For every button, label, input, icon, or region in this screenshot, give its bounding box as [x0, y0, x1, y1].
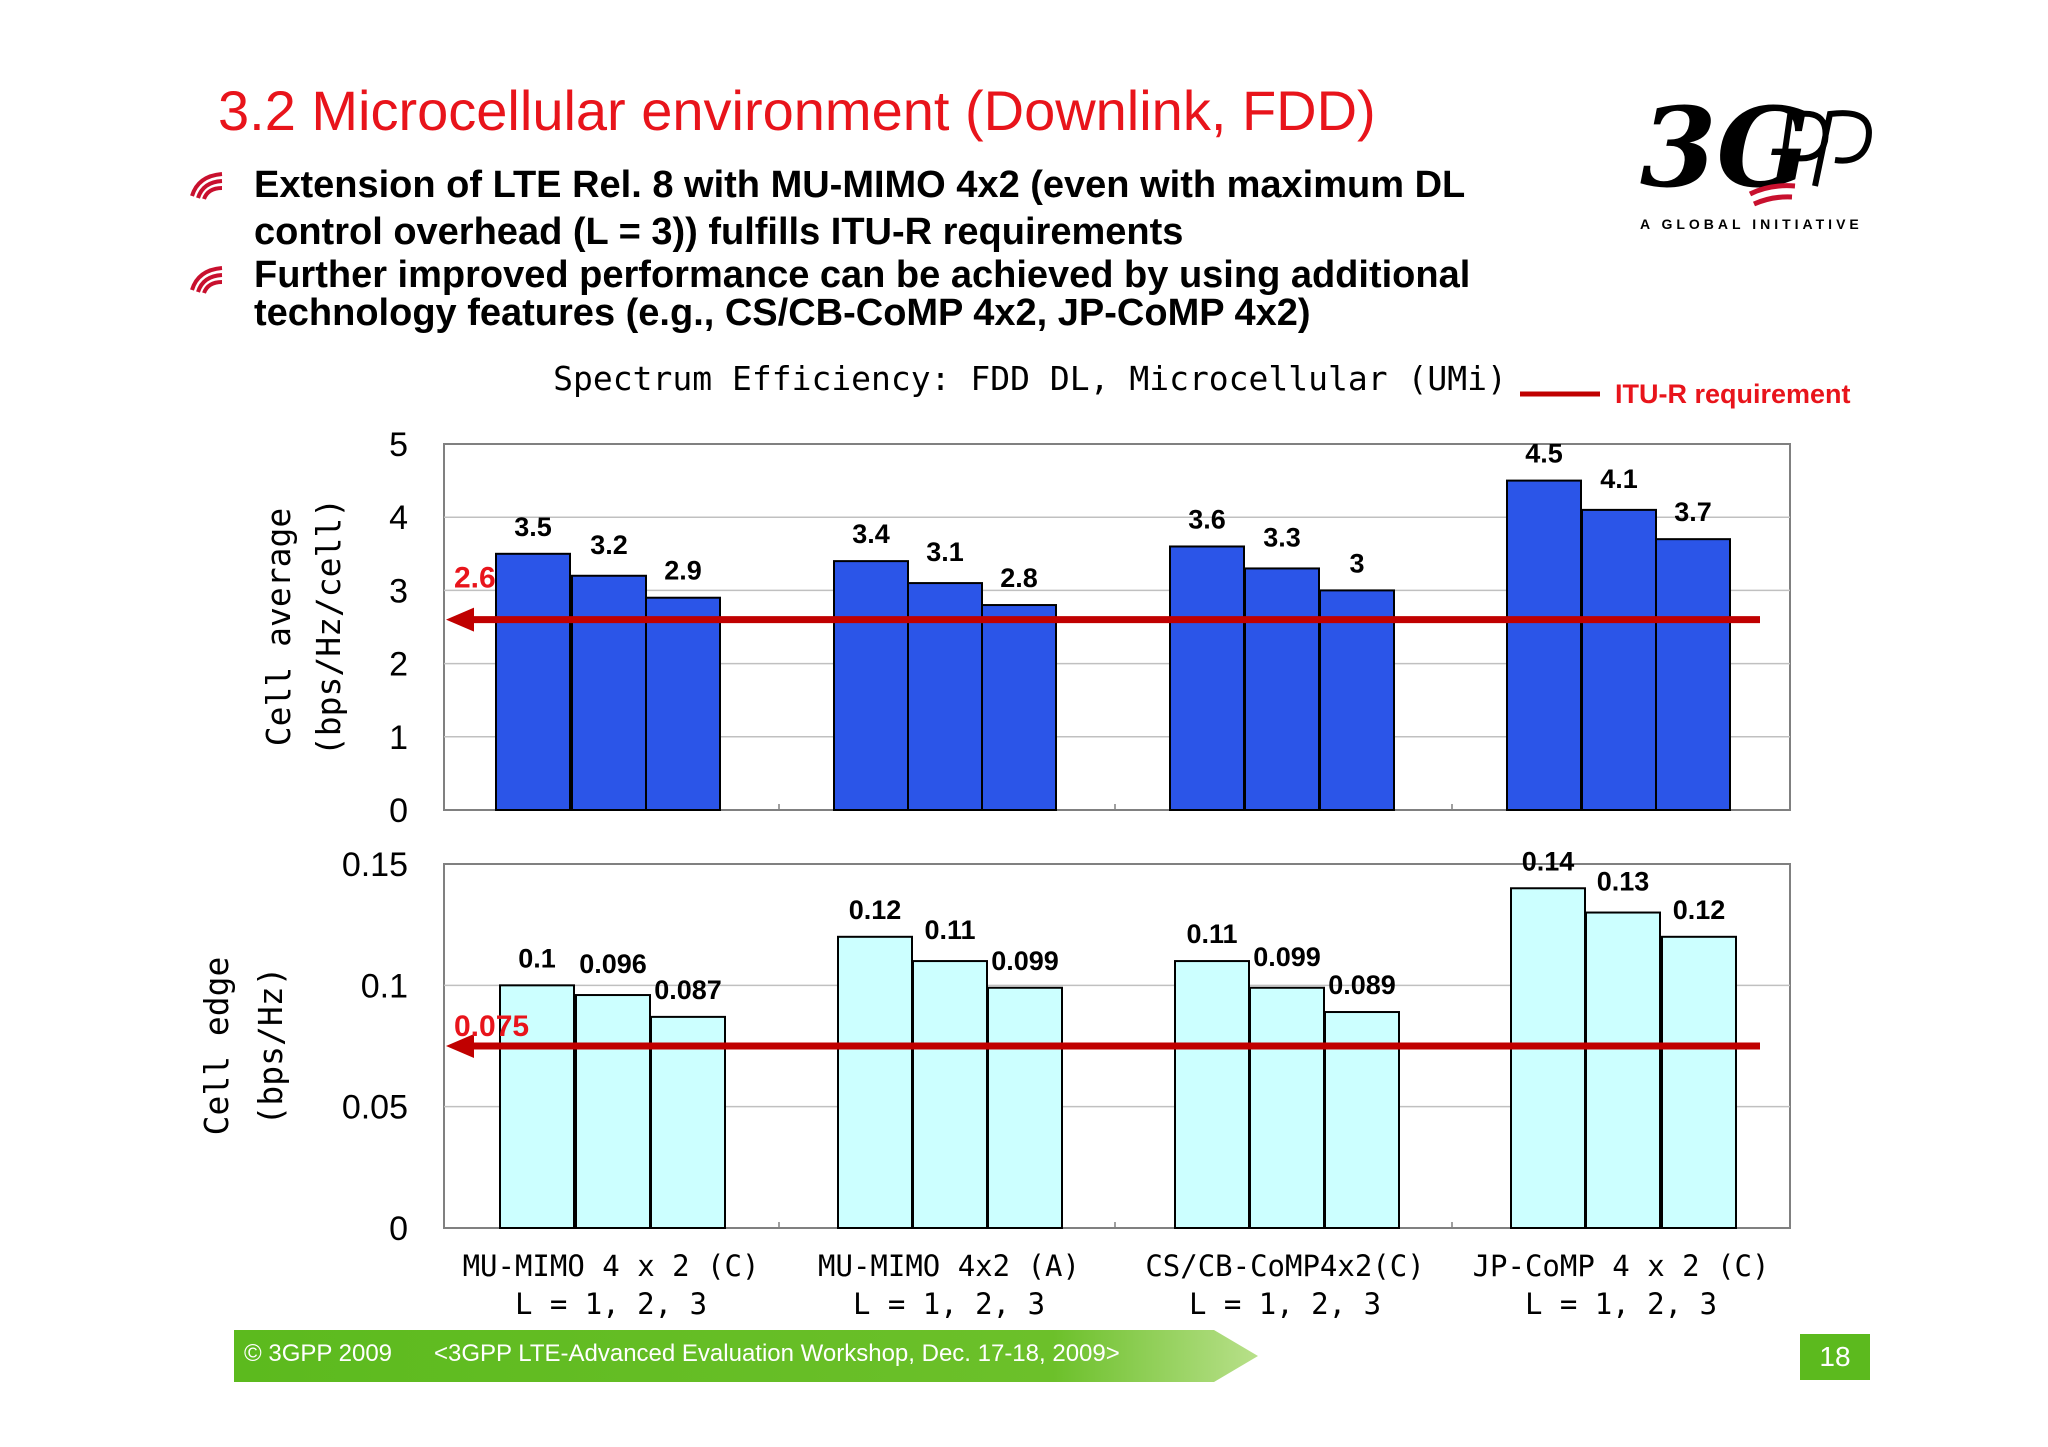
bar	[981, 604, 1057, 811]
bar-value-label: 0.099	[991, 946, 1059, 976]
bar-value-label: 4.5	[1525, 439, 1563, 469]
requirement-arrowhead	[446, 607, 474, 632]
category-label: MU-MIMO 4 x 2 (C)	[463, 1249, 760, 1283]
category-sublabel: L = 1, 2, 3	[1525, 1287, 1717, 1321]
bar	[575, 994, 651, 1229]
bullet-item: Further improved performance can be achi…	[188, 256, 1588, 332]
bar-value-label: 3.4	[852, 519, 890, 549]
y-tick-label: 2	[389, 646, 408, 684]
bar	[1506, 479, 1582, 811]
y-axis-label: (bps/Hz/cell)	[309, 498, 348, 756]
bar-value-label: 4.1	[1600, 464, 1638, 494]
bullet-text: Further improved performance can be achi…	[254, 254, 1471, 334]
y-axis-label: Cell edge	[197, 957, 236, 1136]
requirement-value-label: 0.075	[454, 1010, 529, 1043]
y-tick-label: 0	[389, 1210, 408, 1248]
slide-title: 3.2 Microcellular environment (Downlink,…	[218, 79, 1376, 142]
legend-label: ITU-R requirement	[1615, 379, 1851, 409]
bar-value-label: 0.12	[1673, 895, 1726, 925]
bar-value-label: 0.089	[1328, 970, 1396, 1000]
bar	[1319, 589, 1395, 812]
bar	[1661, 935, 1737, 1229]
bar-value-label: 0.11	[1186, 919, 1237, 949]
bar	[1581, 508, 1657, 811]
category-sublabel: L = 1, 2, 3	[853, 1287, 1045, 1321]
chart-panels: 0 1 2 3 4 5 Cell average (bps/Hz/cell) 3.5 3.2 2.9…	[197, 426, 1791, 1248]
bar	[987, 986, 1063, 1230]
category-sublabel: L = 1, 2, 3	[1189, 1287, 1381, 1321]
bar	[837, 935, 913, 1229]
logo-tagline: A GLOBAL INITIATIVE	[1640, 216, 1863, 232]
bar	[1585, 911, 1661, 1229]
bullet-swoosh-icon	[190, 266, 223, 294]
bar	[1174, 960, 1250, 1229]
bar	[1244, 567, 1320, 811]
bar-value-label: 3.7	[1674, 497, 1712, 527]
bullet-swoosh-icon	[190, 172, 223, 200]
bar	[495, 552, 571, 811]
category-label: CS/CB-CoMP4x2(C)	[1145, 1249, 1424, 1283]
requirement-value-label: 2.6	[454, 562, 496, 595]
category-label: MU-MIMO 4x2 (A)	[818, 1249, 1080, 1283]
bar-value-label: 0.1	[518, 943, 556, 973]
bar-value-label: 3.5	[514, 512, 552, 542]
bar-value-label: 0.14	[1522, 846, 1575, 876]
y-tick-label: 1	[389, 719, 408, 757]
svg-text:3G: 3G	[1640, 86, 1810, 212]
footer-copyright: © 3GPP 2009	[244, 1340, 393, 1367]
bullet-item: Extension of LTE Rel. 8 with MU-MIMO 4x2…	[188, 162, 1588, 256]
y-tick-label: 0.15	[342, 846, 408, 884]
bullet-text: Extension of LTE Rel. 8 with MU-MIMO 4x2…	[254, 164, 1465, 253]
bar-value-label: 3.3	[1263, 522, 1301, 552]
panel-cell-average: 0 1 2 3 4 5 Cell average (bps/Hz/cell) 3.5 3.2 2.9…	[259, 426, 1791, 830]
category-sublabel: L = 1, 2, 3	[515, 1287, 707, 1321]
chart-title: Spectrum Efficiency: FDD DL, Microcellul…	[553, 359, 1507, 398]
bar-value-label: 0.087	[654, 975, 722, 1005]
requirement-arrowhead	[446, 1034, 474, 1058]
bar	[571, 574, 647, 812]
bar-value-label: 0.096	[579, 949, 647, 979]
bar-value-label: 2.9	[664, 556, 702, 586]
y-axis-label: (bps/Hz)	[251, 967, 290, 1126]
y-axis-label: Cell average	[259, 508, 298, 746]
y-tick-label: 5	[389, 426, 408, 464]
3gpp-logo: 3G	[1640, 86, 1872, 212]
bar-value-label: 3	[1349, 548, 1364, 578]
bar-value-label: 0.11	[924, 915, 975, 945]
bar-value-label: 2.8	[1000, 563, 1038, 593]
bar	[499, 984, 575, 1229]
category-labels: MU-MIMO 4 x 2 (C) L = 1, 2, 3 MU-MIMO 4x2 …	[463, 1249, 1770, 1321]
y-tick-label: 0	[389, 792, 408, 830]
category-label: JP-CoMP 4 x 2 (C)	[1473, 1249, 1770, 1283]
page-number: 18	[1800, 1334, 1870, 1380]
bar-value-label: 3.1	[926, 537, 964, 567]
footer-bar	[234, 1330, 1258, 1382]
bar	[1169, 545, 1245, 811]
bar-value-label: 0.12	[849, 895, 902, 925]
bar	[650, 1015, 726, 1229]
bar-value-label: 3.2	[590, 530, 628, 560]
bar	[645, 596, 721, 811]
bar-value-label: 0.13	[1597, 867, 1650, 897]
footer-event: <3GPP LTE-Advanced Evaluation Workshop, …	[434, 1340, 1120, 1367]
bar	[1655, 538, 1731, 811]
bar	[912, 960, 988, 1229]
bullet-list: Extension of LTE Rel. 8 with MU-MIMO 4x2…	[188, 162, 1588, 332]
bar-value-label: 0.099	[1253, 942, 1321, 972]
y-tick-label: 0.1	[361, 967, 408, 1005]
y-tick-label: 4	[389, 499, 408, 537]
bar-value-label: 3.6	[1188, 504, 1226, 534]
y-tick-label: 0.05	[342, 1089, 408, 1127]
bar	[1249, 986, 1325, 1230]
y-tick-label: 3	[389, 572, 408, 610]
bar	[833, 560, 909, 811]
bar	[1510, 887, 1586, 1229]
